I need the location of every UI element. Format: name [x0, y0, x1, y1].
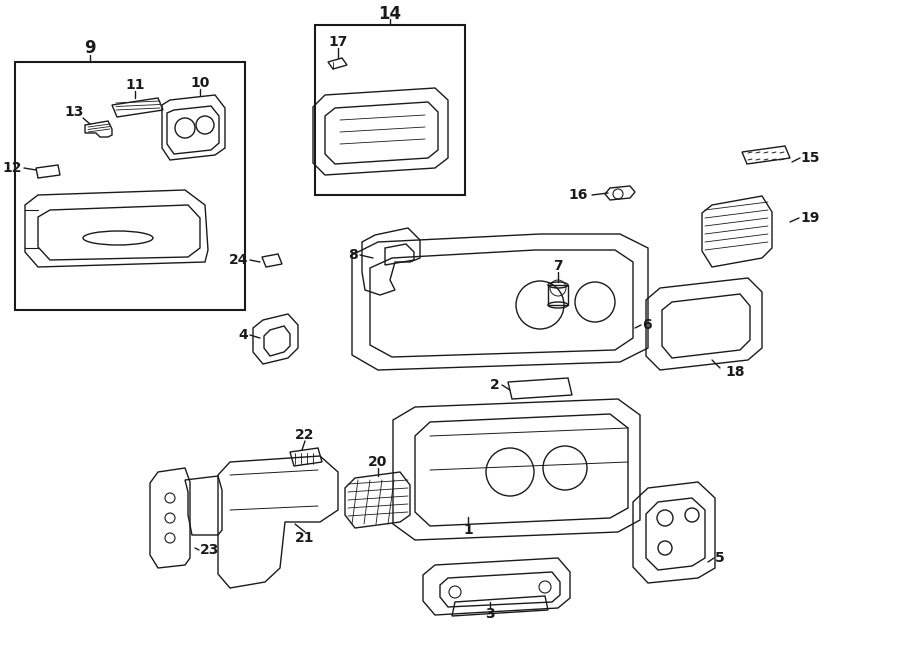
Text: 8: 8: [348, 248, 358, 262]
Text: 9: 9: [85, 39, 95, 57]
Text: 1: 1: [464, 523, 472, 537]
Text: 5: 5: [715, 551, 724, 565]
Text: 10: 10: [190, 76, 210, 90]
Text: 2: 2: [491, 378, 500, 392]
Text: 3: 3: [485, 607, 495, 621]
Text: 7: 7: [554, 259, 562, 273]
Text: 11: 11: [125, 78, 145, 92]
Text: 22: 22: [295, 428, 315, 442]
Text: 17: 17: [328, 35, 347, 49]
Text: 15: 15: [800, 151, 820, 165]
Text: 4: 4: [238, 328, 248, 342]
Text: 23: 23: [200, 543, 220, 557]
Text: 20: 20: [368, 455, 388, 469]
Text: 21: 21: [295, 531, 315, 545]
Text: 13: 13: [64, 105, 84, 119]
Text: 6: 6: [642, 318, 652, 332]
Text: 14: 14: [378, 5, 401, 23]
Text: 16: 16: [568, 188, 588, 202]
Text: 12: 12: [3, 161, 22, 175]
Text: 24: 24: [229, 253, 248, 267]
Text: 18: 18: [725, 365, 745, 379]
Text: 19: 19: [800, 211, 819, 225]
